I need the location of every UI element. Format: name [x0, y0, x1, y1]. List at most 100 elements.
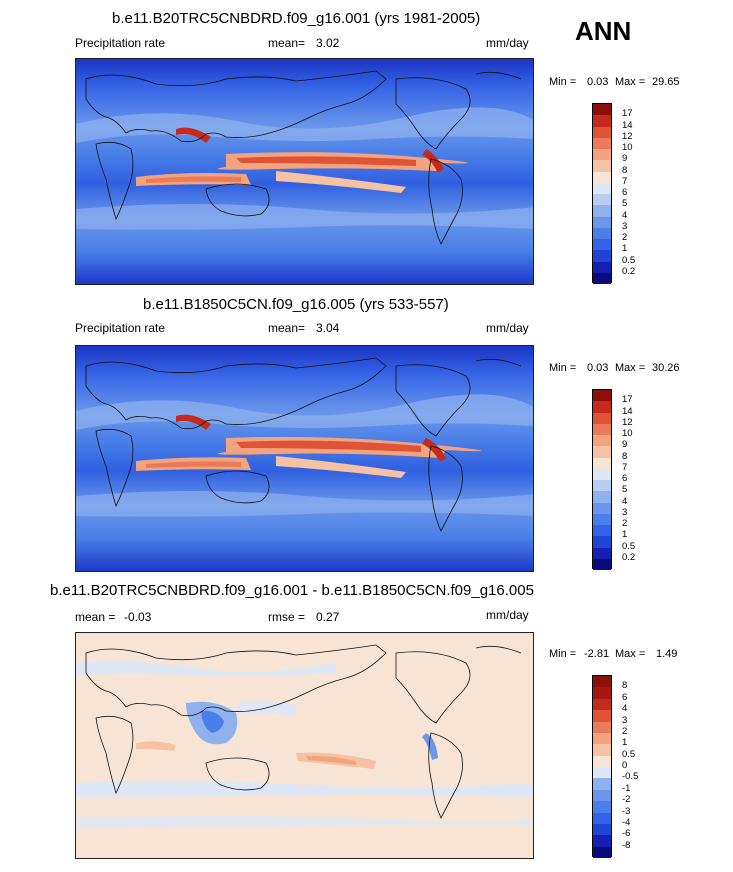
colorbar-tick-label: -0.5: [622, 771, 639, 783]
colorbar-segment: [593, 239, 611, 251]
colorbar-segment: [593, 182, 611, 194]
colorbar-tick-label: 10: [622, 142, 633, 153]
colorbar-tick-label: 6: [622, 187, 628, 198]
colorbar-tick-label: 12: [622, 416, 633, 428]
colorbar-segment: [593, 502, 611, 514]
season-label: ANN: [575, 16, 632, 46]
colorbar-segment: [593, 732, 611, 745]
panel1-map-svg: [76, 59, 533, 284]
colorbar-tick-label: 8: [622, 164, 628, 176]
colorbar-tick-label: 3: [622, 220, 628, 232]
colorbar-segment: [593, 744, 611, 756]
colorbar-segment: [593, 778, 611, 790]
colorbar-tick-label: 1: [622, 737, 628, 749]
panel3-max-label: Max =: [615, 648, 646, 660]
colorbar-tick-label: 12: [622, 130, 633, 142]
colorbar-segment: [593, 423, 611, 435]
panel1-map: [75, 58, 534, 285]
colorbar-tick-label: 0.2: [622, 265, 636, 277]
colorbar-segment: [593, 149, 611, 161]
panel3-map-svg: [76, 633, 533, 858]
colorbar-segment: [593, 812, 611, 824]
colorbar-tick-label: -2: [622, 794, 631, 806]
colorbar-segment: [593, 536, 611, 548]
colorbar-segment: [593, 250, 611, 262]
colorbar-segment: [593, 558, 611, 570]
panel1-mean-label: mean=: [268, 36, 306, 50]
colorbar-segment: [593, 261, 611, 273]
colorbar-segment: [593, 115, 611, 127]
panel2-map-svg: [76, 346, 533, 571]
colorbar-tick-label: 2: [622, 725, 628, 737]
panel2-mean-value: 3.04: [316, 321, 340, 335]
panel2-mean-label: mean=: [268, 321, 306, 335]
colorbar-tick-label: 1: [622, 529, 628, 541]
panel3-mean-value: -0.03: [124, 610, 152, 624]
panel2-min-label: Min =: [549, 362, 577, 374]
panel1-title: b.e11.B20TRC5CNBDRD.f09_g16.001 (yrs 198…: [112, 10, 481, 27]
panel2-units: mm/day: [486, 321, 529, 335]
colorbar-segment: [593, 846, 611, 858]
colorbar-segment: [593, 216, 611, 228]
panel1-min-value: 0.03: [587, 76, 609, 88]
colorbar-tick-label: 2: [622, 232, 628, 243]
colorbar-tick-label: 6: [622, 473, 628, 484]
colorbar-segment: [593, 801, 611, 813]
panel1-field-label: Precipitation rate: [75, 36, 166, 50]
colorbar-segment: [593, 789, 611, 802]
panel2-colorbar: [592, 389, 612, 570]
colorbar-tick-label: 17: [622, 108, 633, 120]
colorbar-segment: [593, 480, 611, 492]
colorbar-tick-label: 0.5: [622, 748, 636, 760]
colorbar-tick-label: 9: [622, 153, 628, 165]
colorbar-segment: [593, 547, 611, 559]
colorbar-segment: [593, 710, 611, 722]
colorbar-tick-label: -6: [622, 828, 631, 840]
colorbar-segment: [593, 435, 611, 447]
colorbar-segment: [593, 721, 611, 733]
panel3-rmse-value: 0.27: [316, 610, 340, 624]
panel1-colorbar: [592, 103, 612, 284]
colorbar-tick-label: 7: [622, 175, 628, 187]
colorbar-segment: [593, 767, 611, 779]
panel2-map: [75, 345, 534, 572]
colorbar-segment: [593, 205, 611, 217]
colorbar-segment: [593, 676, 611, 688]
colorbar-tick-label: 7: [622, 461, 628, 473]
colorbar-segment: [593, 137, 611, 149]
colorbar-tick-label: 14: [622, 405, 633, 417]
colorbar-tick-label: 8: [622, 680, 628, 692]
colorbar-segment: [593, 446, 611, 458]
colorbar-tick-label: 17: [622, 394, 633, 406]
colorbar-tick-label: 6: [622, 691, 628, 703]
panel1-units: mm/day: [486, 36, 529, 50]
panel3-min-label: Min =: [549, 648, 577, 660]
panel3-rmse-label: rmse =: [268, 610, 306, 624]
colorbar-tick-label: 10: [622, 428, 633, 439]
colorbar-tick-label: -8: [622, 839, 631, 851]
panel3-min-value: -2.81: [584, 648, 610, 660]
colorbar-segment: [593, 390, 611, 402]
colorbar-tick-label: 14: [622, 119, 633, 131]
colorbar-tick-label: 3: [622, 506, 628, 518]
panel1-mean-value: 3.02: [316, 36, 340, 50]
panel2-field-label: Precipitation rate: [75, 321, 166, 335]
panel2-min-value: 0.03: [587, 362, 609, 374]
panel3-mean-label: mean =: [75, 610, 116, 624]
colorbar-segment: [593, 126, 611, 138]
colorbar-tick-label: -3: [622, 805, 631, 817]
colorbar-segment: [593, 525, 611, 537]
colorbar-tick-label: -1: [622, 782, 631, 794]
colorbar-segment: [593, 457, 611, 469]
colorbar-segment: [593, 755, 611, 767]
colorbar-segment: [593, 468, 611, 480]
colorbar-tick-label: 0.5: [622, 540, 636, 552]
colorbar-tick-label: 0: [622, 760, 628, 771]
panel2-max-value: 30.26: [652, 362, 680, 374]
colorbar-tick-label: 2: [622, 518, 628, 529]
colorbar-segment: [593, 687, 611, 699]
panel1-max-label: Max =: [615, 76, 646, 88]
colorbar-segment: [593, 194, 611, 206]
colorbar-segment: [593, 835, 611, 847]
colorbar-tick-label: 3: [622, 714, 628, 726]
